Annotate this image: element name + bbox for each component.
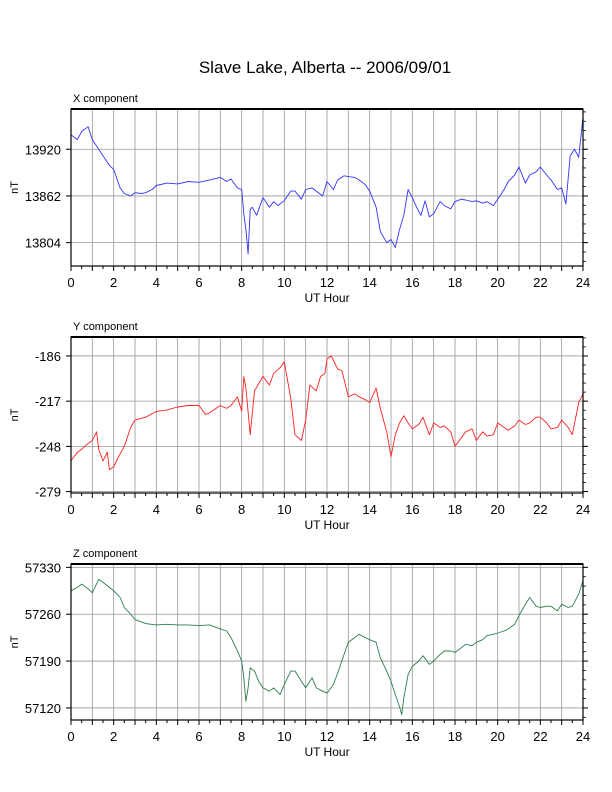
x-tick-label: 22 [533,729,547,744]
x-tick-label: 18 [448,502,462,517]
y-tick-label: 13920 [25,142,61,157]
x-tick-label: 14 [362,729,376,744]
x-tick-label: 20 [490,729,504,744]
x-tick-label: 16 [405,502,419,517]
series-line [70,578,584,716]
y-tick-label: 57190 [25,654,61,669]
x-tick-label: 16 [405,729,419,744]
figure-title: Slave Lake, Alberta -- 2006/09/01 [198,58,452,77]
y-tick-label: 57330 [25,560,61,575]
panel-title: Z component [73,548,137,560]
x-tick-label: 2 [110,502,117,517]
x-tick-label: 14 [362,275,376,290]
x-tick-label: 24 [576,502,590,517]
x-tick-label: 20 [490,275,504,290]
x-tick-label: 24 [576,729,590,744]
x-tick-label: 10 [277,502,291,517]
x-tick-label: 0 [67,275,74,290]
series-line [70,117,584,255]
x-tick-label: 8 [238,275,245,290]
x-tick-label: 10 [277,729,291,744]
x-tick-label: 18 [448,729,462,744]
x-axis-label: UT Hour [304,518,349,532]
x-tick-label: 4 [153,275,160,290]
x-tick-label: 14 [362,502,376,517]
y-tick-label: -248 [35,439,61,454]
x-tick-label: 18 [448,275,462,290]
x-tick-label: 22 [533,502,547,517]
x-tick-label: 16 [405,275,419,290]
x-tick-label: 6 [195,275,202,290]
x-tick-label: 8 [238,729,245,744]
x-tick-label: 12 [320,729,334,744]
y-tick-label: 57120 [25,701,61,716]
x-tick-label: 12 [320,502,334,517]
x-tick-label: 4 [153,502,160,517]
y-tick-label: -217 [35,394,61,409]
x-tick-label: 2 [110,275,117,290]
x-tick-label: 6 [195,729,202,744]
x-tick-label: 2 [110,729,117,744]
x-tick-label: 22 [533,275,547,290]
y-tick-label: 57260 [25,607,61,622]
panel-title: X component [73,93,138,105]
y-tick-label: -279 [35,485,61,500]
y-tick-label: -186 [35,349,61,364]
x-tick-label: 10 [277,275,291,290]
y-tick-label: 13804 [25,236,61,251]
x-tick-label: 0 [67,502,74,517]
x-axis-label: UT Hour [304,291,349,305]
y-axis-label: nT [9,635,21,648]
x-tick-label: 8 [238,502,245,517]
x-tick-label: 6 [195,502,202,517]
x-tick-label: 20 [490,502,504,517]
y-tick-label: 13862 [25,189,61,204]
y-axis-label: nT [9,181,21,194]
x-axis-label: UT Hour [304,745,349,759]
series-line [70,355,584,471]
x-tick-label: 24 [576,275,590,290]
x-tick-label: 12 [320,275,334,290]
x-tick-label: 4 [153,729,160,744]
y-axis-label: nT [9,408,21,421]
x-tick-label: 0 [67,729,74,744]
panel-title: Y component [73,321,138,333]
